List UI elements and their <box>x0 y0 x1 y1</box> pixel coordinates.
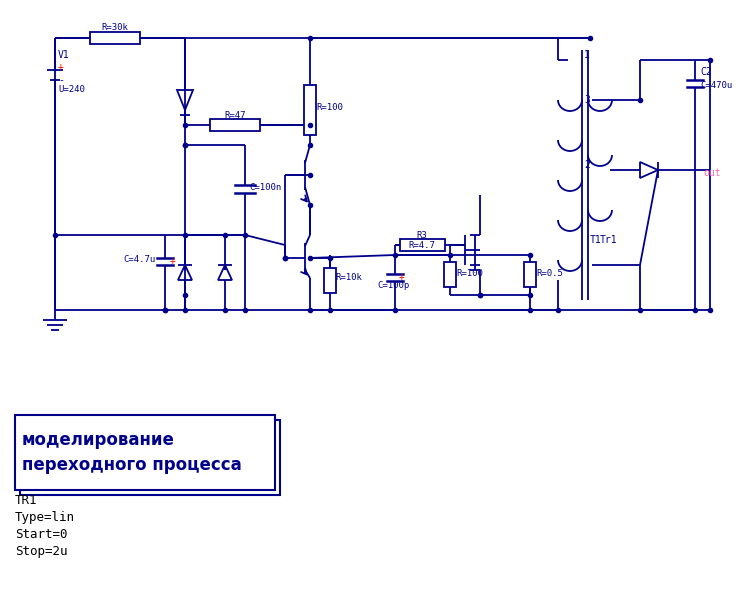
Text: TR1: TR1 <box>15 493 37 507</box>
Bar <box>90 32 140 44</box>
Text: R3: R3 <box>417 230 427 239</box>
Text: R=0.5: R=0.5 <box>536 268 563 277</box>
Text: C2: C2 <box>700 67 712 77</box>
Text: R=100: R=100 <box>456 268 483 277</box>
Bar <box>324 268 336 293</box>
Text: R=4.7: R=4.7 <box>409 241 435 250</box>
Text: 1: 1 <box>584 50 590 60</box>
Text: моделирование: моделирование <box>22 431 175 449</box>
Text: +: + <box>170 256 176 266</box>
Bar <box>524 262 536 287</box>
Bar <box>444 262 456 287</box>
Text: 2: 2 <box>584 160 590 170</box>
Text: Stop=2u: Stop=2u <box>15 545 68 558</box>
Text: T1: T1 <box>590 235 602 245</box>
Text: R=47: R=47 <box>224 110 246 119</box>
Text: R=10k: R=10k <box>335 274 362 282</box>
Text: +: + <box>399 272 405 282</box>
FancyBboxPatch shape <box>20 420 280 495</box>
Text: R=100: R=100 <box>316 104 343 113</box>
Text: R=30k: R=30k <box>102 24 129 33</box>
Text: 3: 3 <box>584 95 590 105</box>
Text: C=470u: C=470u <box>700 80 733 89</box>
Bar <box>210 119 260 131</box>
FancyBboxPatch shape <box>15 415 275 490</box>
Text: out: out <box>703 168 721 178</box>
Text: +: + <box>58 62 64 72</box>
Text: -: - <box>58 75 64 85</box>
Text: Tr1: Tr1 <box>600 235 617 245</box>
Text: C=100p: C=100p <box>377 282 409 291</box>
Bar <box>400 239 445 251</box>
Text: переходного процесса: переходного процесса <box>22 456 241 474</box>
Text: Start=0: Start=0 <box>15 528 68 540</box>
Text: C=100n: C=100n <box>249 183 282 192</box>
Text: Type=lin: Type=lin <box>15 511 75 523</box>
Text: U=240: U=240 <box>58 86 85 95</box>
Text: C=4.7u: C=4.7u <box>124 256 156 265</box>
Bar <box>304 85 316 135</box>
Text: V1: V1 <box>58 50 70 60</box>
